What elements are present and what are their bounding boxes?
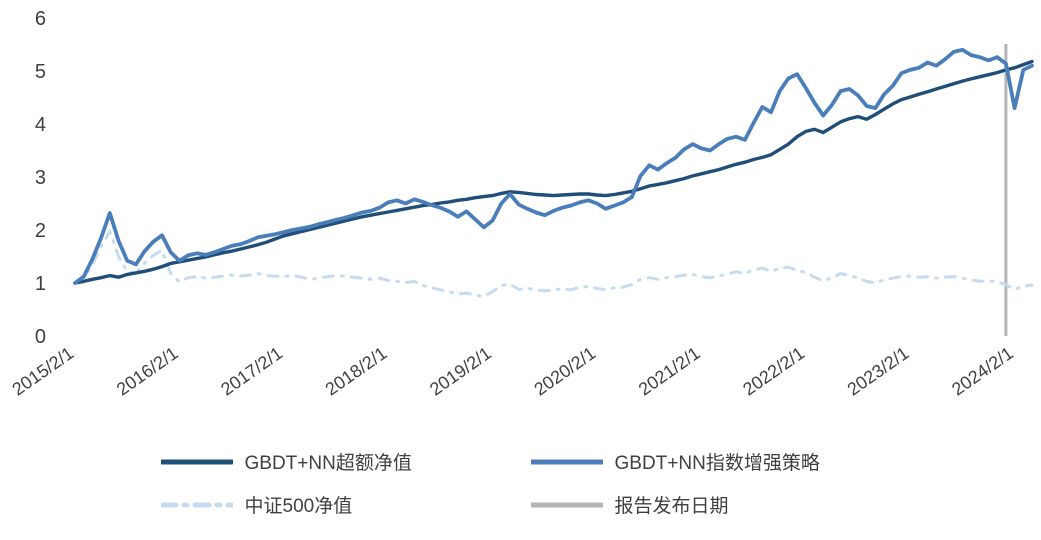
legend-item-0: GBDT+NN超额净值 — [160, 448, 511, 475]
x-tick-label: 2016/2/1 — [113, 343, 182, 400]
legend-label: GBDT+NN指数增强策略 — [614, 453, 820, 474]
legend-line-swatch-icon — [160, 459, 233, 464]
chart-legend: GBDT+NN超额净值 GBDT+NN指数增强策略中证500净值 报告发布日期 — [160, 448, 881, 518]
legend-item-1: GBDT+NN指数增强策略 — [530, 448, 881, 475]
y-tick-label: 3 — [35, 167, 46, 189]
legend-label: 中证500净值 — [244, 496, 353, 517]
series-line-0 — [73, 59, 1034, 285]
y-tick-label: 5 — [35, 61, 46, 83]
legend-line-swatch-icon — [160, 502, 233, 507]
x-tick-label: 2015/2/1 — [8, 343, 77, 400]
series-line-1 — [73, 47, 1034, 285]
y-tick-label: 4 — [35, 114, 46, 136]
legend-item-3: 报告发布日期 — [530, 491, 881, 518]
y-tick-label: 0 — [35, 326, 46, 348]
legend-label: GBDT+NN超额净值 — [244, 453, 412, 474]
legend-line-swatch-icon — [530, 459, 603, 464]
y-tick-label: 6 — [35, 8, 46, 30]
legend-line-swatch-icon — [530, 502, 603, 507]
y-tick-label: 2 — [35, 220, 46, 242]
y-tick-label: 1 — [35, 273, 46, 295]
legend-item-2: 中证500净值 — [160, 491, 511, 518]
x-tick-label: 2020/2/1 — [530, 343, 599, 400]
series-line-2 — [73, 229, 1034, 298]
x-tick-label: 2019/2/1 — [426, 343, 495, 400]
chart-svg: 0 1 2 3 4 5 6 2015/2/1 2016/2/1 2017/2/1 2018/2/1 2… — [8, 8, 1034, 400]
x-tick-label: 2017/2/1 — [217, 343, 286, 400]
x-tick-label: 2021/2/1 — [635, 343, 704, 400]
x-tick-label: 2023/2/1 — [844, 343, 913, 400]
x-tick-label: 2024/2/1 — [948, 343, 1017, 400]
x-tick-label: 2022/2/1 — [739, 343, 808, 400]
x-tick-label: 2018/2/1 — [322, 343, 391, 400]
legend-label: 报告发布日期 — [614, 496, 729, 517]
